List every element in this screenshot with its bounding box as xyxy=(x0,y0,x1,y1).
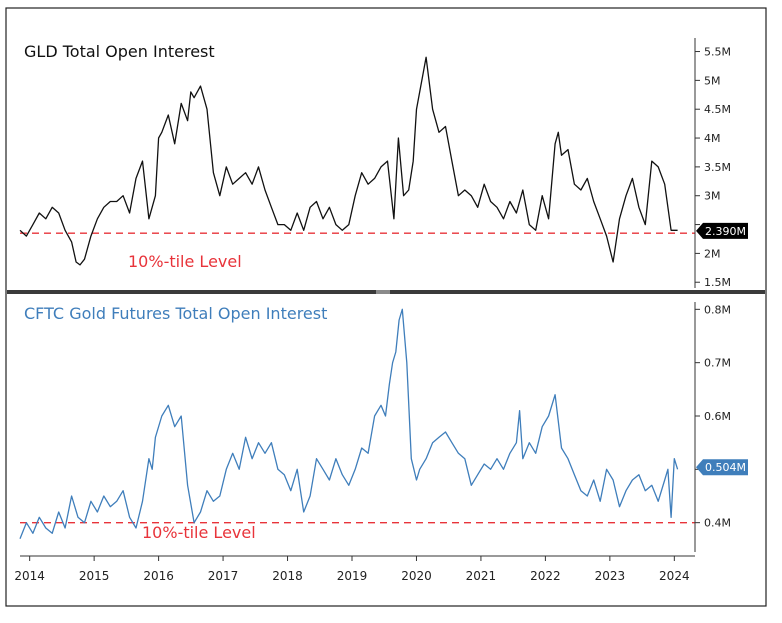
cftc-y-tick-label: 0.4M xyxy=(704,517,731,530)
gld-y-tick-label: 2M xyxy=(704,247,721,260)
panel-divider-grip[interactable] xyxy=(376,290,390,294)
cftc-y-tick-label: 0.7M xyxy=(704,357,731,370)
cftc-y-tick-label: 0.8M xyxy=(704,303,731,316)
cftc-y-tick-label: 0.6M xyxy=(704,410,731,423)
x-axis: 2014 2015 2016 2017 2018 2019 2020 2021 2022 2023… xyxy=(14,555,695,583)
gld-y-axis: 1.5M 2M 3M 3.5M 4M 4.5M 5M 5.5M xyxy=(694,38,731,289)
x-tick-label: 2018 xyxy=(272,569,303,583)
x-tick-label: 2020 xyxy=(401,569,432,583)
gld-y-tick-label: 3.5M xyxy=(704,161,731,174)
gld-y-tick-label: 5M xyxy=(704,74,721,87)
cftc-last-value-badge-shape xyxy=(696,459,748,476)
gld-series-line xyxy=(19,56,678,266)
x-tick-label: 2023 xyxy=(595,569,626,583)
x-tick-label: 2021 xyxy=(466,569,497,583)
gld-title: GLD Total Open Interest xyxy=(24,42,215,61)
gld-y-tick-label: 4M xyxy=(704,132,721,145)
x-tick-label: 2014 xyxy=(14,569,45,583)
cftc-title: CFTC Gold Futures Total Open Interest xyxy=(24,304,327,323)
x-tick-label: 2016 xyxy=(143,569,174,583)
gld-series-layer xyxy=(19,56,678,266)
x-tick-label: 2017 xyxy=(208,569,239,583)
x-tick-label: 2022 xyxy=(530,569,561,583)
cftc-panel: CFTC Gold Futures Total Open Interest 0.… xyxy=(19,302,748,552)
x-tick-label: 2015 xyxy=(79,569,110,583)
figure-frame xyxy=(5,7,767,607)
cftc-series-line xyxy=(19,308,679,539)
x-tick-label: 2019 xyxy=(337,569,368,583)
gld-y-tick-label: 1.5M xyxy=(704,276,731,289)
gld-threshold-label: 10%-tile Level xyxy=(128,252,242,271)
cftc-series-layer xyxy=(19,308,679,539)
gld-panel: GLD Total Open Interest 1.5M 2M 3M 3.5M 4M 4.… xyxy=(19,38,748,289)
cftc-y-axis: 0.4M 0.6M 0.7M 0.8M xyxy=(694,302,731,552)
cftc-last-value-badge: 0.504M xyxy=(696,459,748,476)
x-tick-label: 2024 xyxy=(659,569,690,583)
gld-y-tick-label: 3M xyxy=(704,190,721,203)
cftc-last-value-label: 0.504M xyxy=(705,461,746,474)
gld-y-tick-label: 5.5M xyxy=(704,46,731,59)
cftc-threshold-label: 10%-tile Level xyxy=(142,523,256,542)
gld-last-value-badge: 2.390M xyxy=(696,222,748,239)
gld-y-tick-label: 4.5M xyxy=(704,103,731,116)
gld-last-value-label: 2.390M xyxy=(705,225,746,238)
gld-last-value-badge-shape xyxy=(696,222,748,239)
